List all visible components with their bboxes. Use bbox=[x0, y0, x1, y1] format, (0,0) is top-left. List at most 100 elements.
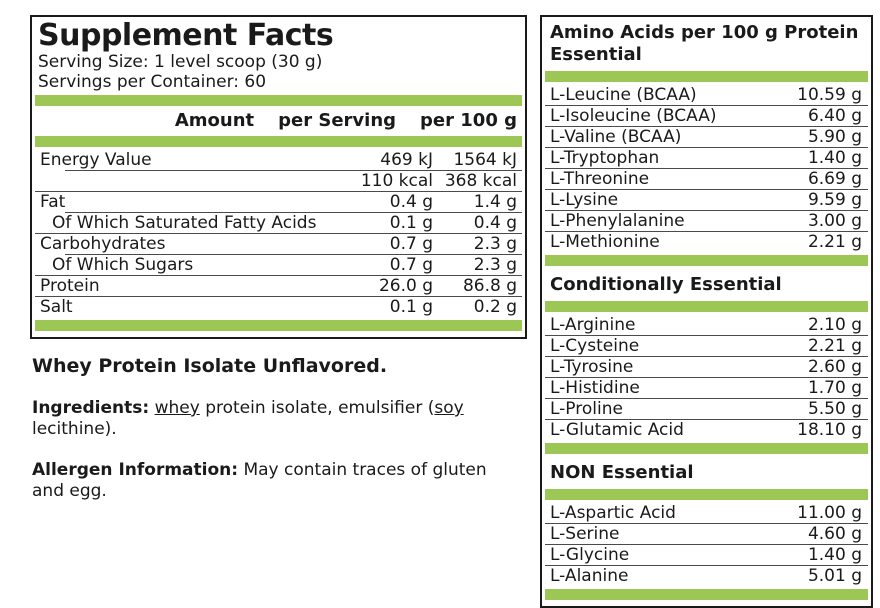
green-divider-bar bbox=[545, 301, 868, 312]
amino-amount: 5.01 g bbox=[807, 566, 862, 586]
amino-row: L-Methionine 2.21 g bbox=[545, 232, 868, 252]
amino-row: L-Glycine 1.40 g bbox=[545, 545, 868, 565]
nutrition-table-body: Energy Value 469 kJ 1564 kJ 110 kcal 368 kca… bbox=[35, 150, 522, 317]
amino-name: L-Lysine bbox=[550, 190, 619, 210]
nutrient-name: Of Which Sugars bbox=[52, 255, 194, 275]
green-divider-bar bbox=[545, 71, 868, 82]
amino-name: L-Tyrosine bbox=[550, 357, 634, 377]
row-separator bbox=[35, 296, 522, 297]
row-separator bbox=[545, 544, 868, 545]
row-separator bbox=[545, 335, 868, 336]
amino-amount: 18.10 g bbox=[797, 420, 862, 440]
row-separator bbox=[545, 419, 868, 420]
row-separator bbox=[35, 233, 522, 234]
nutrient-name: Fat bbox=[40, 192, 66, 212]
amount-per-serving: 469 kJ bbox=[380, 150, 433, 170]
row-separator bbox=[545, 147, 868, 148]
nutrition-row: Energy Value 469 kJ 1564 kJ bbox=[35, 150, 522, 170]
left-column: Supplement Facts Serving Size: 1 level s… bbox=[30, 15, 529, 502]
amino-row: L-Histidine 1.70 g bbox=[545, 378, 868, 398]
amino-amount: 3.00 g bbox=[807, 211, 862, 231]
amino-amount: 4.60 g bbox=[807, 524, 862, 544]
amino-row: L-Tyrosine 2.60 g bbox=[545, 357, 868, 377]
amino-row: L-Valine (BCAA) 5.90 g bbox=[545, 127, 868, 147]
ingredient-text-segment: protein isolate, emulsifier ( bbox=[199, 398, 435, 418]
row-separator bbox=[545, 210, 868, 211]
amino-section-title: NON Essential bbox=[550, 462, 694, 483]
nutrition-row: Salt 0.1 g 0.2 g bbox=[35, 297, 522, 317]
row-separator bbox=[545, 105, 868, 106]
amount-per-100g: 1564 kJ bbox=[453, 150, 517, 170]
amino-name: L-Cysteine bbox=[550, 336, 640, 356]
supplement-facts-panel: Supplement Facts Serving Size: 1 level s… bbox=[30, 15, 527, 339]
nutrition-table-header: Amount per Serving per 100 g bbox=[35, 109, 522, 133]
amount-per-serving: 0.4 g bbox=[389, 192, 433, 212]
amino-section-title: Conditionally Essential bbox=[550, 274, 782, 295]
amino-row: L-Aspartic Acid 11.00 g bbox=[545, 503, 868, 523]
amino-amount: 10.59 g bbox=[797, 85, 862, 105]
green-divider-bar bbox=[35, 320, 522, 331]
amino-row: L-Phenylalanine 3.00 g bbox=[545, 211, 868, 231]
product-name: Whey Protein Isolate Unflavored. bbox=[32, 355, 388, 377]
amino-amount: 6.40 g bbox=[807, 106, 862, 126]
amino-acids-panel: Amino Acids per 100 g Protein Essential L… bbox=[540, 15, 873, 608]
amino-row: L-Alanine 5.01 g bbox=[545, 566, 868, 586]
amount-per-100g: 0.4 g bbox=[473, 213, 517, 233]
amino-name: L-Threonine bbox=[550, 169, 650, 189]
amino-row: L-Proline 5.50 g bbox=[545, 399, 868, 419]
nutrition-row: Carbohydrates 0.7 g 2.3 g bbox=[35, 234, 522, 254]
amino-row: L-Leucine (BCAA) 10.59 g bbox=[545, 85, 868, 105]
amino-name: L-Methionine bbox=[550, 232, 660, 252]
amino-row: L-Tryptophan 1.40 g bbox=[545, 148, 868, 168]
amino-name: L-Leucine (BCAA) bbox=[550, 85, 697, 105]
row-separator bbox=[65, 170, 522, 171]
amino-sections-container: Amino Acids per 100 g Protein Essential L… bbox=[545, 19, 868, 600]
row-separator bbox=[65, 254, 522, 255]
ingredients-label: Ingredients: bbox=[32, 398, 150, 418]
row-separator bbox=[545, 377, 868, 378]
header-amount: Amount bbox=[174, 110, 255, 131]
amino-row: L-Glutamic Acid 18.10 g bbox=[545, 420, 868, 440]
amino-amount: 2.60 g bbox=[807, 357, 862, 377]
green-divider-bar bbox=[35, 95, 522, 106]
row-separator bbox=[545, 356, 868, 357]
amino-name: L-Tryptophan bbox=[550, 148, 660, 168]
nutrition-row: Of Which Saturated Fatty Acids 0.1 g 0.4 g bbox=[35, 213, 522, 233]
amino-amount: 1.40 g bbox=[807, 148, 862, 168]
serving-size-text: Serving Size: 1 level scoop (30 g) bbox=[38, 52, 323, 72]
nutrient-name: Of Which Saturated Fatty Acids bbox=[52, 213, 317, 233]
row-separator bbox=[545, 189, 868, 190]
amino-row: L-Lysine 9.59 g bbox=[545, 190, 868, 210]
nutrition-row: Of Which Sugars 0.7 g 2.3 g bbox=[35, 255, 522, 275]
header-per-serving: per Serving bbox=[278, 110, 397, 131]
amino-name: L-Alanine bbox=[550, 566, 629, 586]
servings-per-container-text: Servings per Container: 60 bbox=[38, 72, 267, 92]
amino-row: L-Arginine 2.10 g bbox=[545, 315, 868, 335]
amount-per-serving: 0.7 g bbox=[389, 234, 433, 254]
amino-row: L-Cysteine 2.21 g bbox=[545, 336, 868, 356]
amino-name: L-Proline bbox=[550, 399, 623, 419]
row-separator bbox=[545, 126, 868, 127]
amino-amount: 6.69 g bbox=[807, 169, 862, 189]
nutrient-name: Protein bbox=[40, 276, 100, 296]
supplement-facts-title: Supplement Facts bbox=[38, 18, 334, 53]
amino-name: L-Serine bbox=[550, 524, 620, 544]
amino-name: L-Phenylalanine bbox=[550, 211, 685, 231]
amount-per-100g: 0.2 g bbox=[473, 297, 517, 317]
amino-row: L-Serine 4.60 g bbox=[545, 524, 868, 544]
amino-name: L-Arginine bbox=[550, 315, 636, 335]
allergen-text: May contain traces of gluten and egg. bbox=[32, 460, 487, 501]
amount-per-serving: 0.1 g bbox=[389, 297, 433, 317]
row-separator bbox=[545, 168, 868, 169]
amino-amount: 2.21 g bbox=[807, 232, 862, 252]
amino-name: L-Glycine bbox=[550, 545, 630, 565]
amino-section-title: Amino Acids per 100 g Protein Essential bbox=[550, 22, 859, 65]
amino-amount: 9.59 g bbox=[807, 190, 862, 210]
green-divider-bar bbox=[545, 489, 868, 500]
nutrient-name: Salt bbox=[40, 297, 73, 317]
amount-per-100g: 1.4 g bbox=[473, 192, 517, 212]
amino-name: L-Isoleucine (BCAA) bbox=[550, 106, 717, 126]
amount-per-serving: 0.7 g bbox=[389, 255, 433, 275]
allergen-highlight: soy bbox=[434, 398, 464, 418]
row-separator bbox=[545, 523, 868, 524]
